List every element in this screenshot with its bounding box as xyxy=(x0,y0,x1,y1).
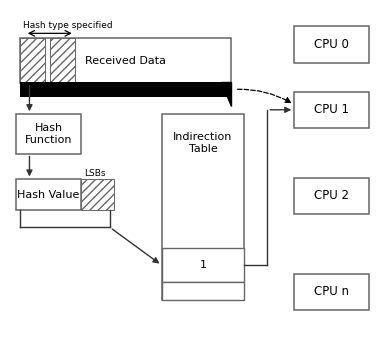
Bar xyxy=(20,82,231,97)
Text: Hash type specified: Hash type specified xyxy=(23,21,112,30)
Text: Hash Value: Hash Value xyxy=(17,190,80,200)
Polygon shape xyxy=(221,82,231,106)
Bar xyxy=(162,248,244,283)
Bar xyxy=(162,114,244,300)
Text: LSBs: LSBs xyxy=(84,169,105,178)
Bar xyxy=(20,39,45,83)
Bar xyxy=(162,283,244,300)
Text: Received Data: Received Data xyxy=(85,56,166,66)
Text: CPU 0: CPU 0 xyxy=(314,38,349,51)
Bar xyxy=(20,39,231,83)
Text: 1: 1 xyxy=(199,260,206,270)
Text: CPU n: CPU n xyxy=(314,285,349,298)
Bar xyxy=(294,178,369,214)
Bar xyxy=(16,179,81,210)
Text: Hash
Function: Hash Function xyxy=(25,123,72,145)
Bar xyxy=(81,179,114,210)
Text: Indirection
Table: Indirection Table xyxy=(173,132,233,154)
Bar xyxy=(294,92,369,128)
Bar xyxy=(294,274,369,310)
Bar xyxy=(16,114,81,154)
Text: CPU 2: CPU 2 xyxy=(314,189,349,202)
Text: CPU 1: CPU 1 xyxy=(314,103,349,116)
Bar xyxy=(294,27,369,62)
Bar xyxy=(50,39,75,83)
